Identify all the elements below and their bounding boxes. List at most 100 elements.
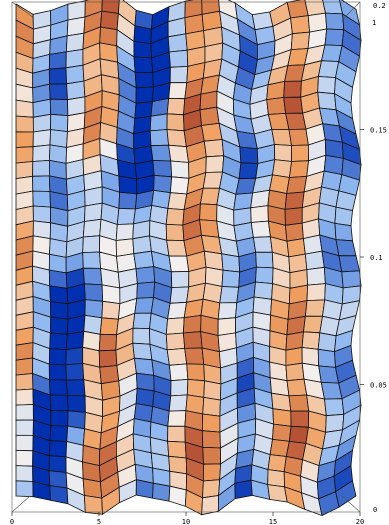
- surface-cell: [49, 129, 68, 148]
- surface-cell: [284, 191, 305, 210]
- surface-cell: [186, 378, 205, 398]
- surface-cell: [84, 299, 104, 319]
- surface-cell: [66, 80, 86, 101]
- surface-cell: [152, 160, 173, 178]
- surface-cell: [272, 159, 293, 178]
- surface-cell: [166, 113, 185, 132]
- surface-cell: [255, 251, 274, 269]
- surface-cell: [168, 363, 189, 382]
- x-tick-label: 0: [10, 518, 14, 525]
- surface-cell: [324, 28, 345, 47]
- surface-cell: [266, 80, 286, 101]
- surface-cell: [152, 482, 171, 502]
- surface-cell: [203, 380, 222, 401]
- surface-cell: [49, 425, 69, 442]
- surface-cell: [15, 480, 34, 498]
- surface-cell: [202, 446, 222, 465]
- surface-cell: [48, 470, 68, 489]
- surface-cell: [65, 362, 85, 381]
- surface-cell: [49, 98, 69, 117]
- surface-cell: [271, 128, 292, 146]
- surface-cell: [32, 129, 52, 148]
- surface-cell: [183, 298, 204, 319]
- surface-cell: [201, 430, 221, 449]
- surface-cell: [290, 31, 311, 51]
- surface-cell: [84, 186, 103, 207]
- surface-cell: [165, 208, 185, 226]
- surface-cell: [149, 129, 170, 147]
- surface-cell: [132, 327, 151, 345]
- surface-cell: [272, 408, 292, 427]
- surface-cell: [49, 485, 69, 505]
- surface-cell: [82, 235, 101, 254]
- surface-cell: [199, 203, 218, 222]
- surface-cell: [48, 363, 67, 381]
- surface-cell: [168, 82, 188, 100]
- surface-cell: [15, 326, 34, 346]
- surface-cell: [135, 86, 154, 104]
- surface-cell: [67, 410, 86, 430]
- surface-cell: [267, 454, 287, 473]
- surface-cell: [170, 378, 189, 397]
- surface-cell: [32, 144, 51, 162]
- surface-cell: [133, 40, 153, 59]
- surface-cell: [32, 159, 50, 177]
- surface-cell: [149, 113, 168, 132]
- surface-cell: [48, 440, 68, 458]
- surface-cell: [285, 362, 305, 382]
- surface-cell: [283, 80, 302, 98]
- surface-cell: [49, 285, 69, 305]
- surface-cell: [48, 379, 68, 396]
- y-tick-label: 0.1: [370, 254, 383, 262]
- surface-cell: [253, 281, 274, 300]
- surface-cell: [286, 378, 308, 397]
- surface-cell: [118, 175, 138, 195]
- surface-cell: [132, 312, 152, 330]
- surface-cell: [49, 301, 69, 320]
- surface-cell: [165, 332, 186, 351]
- surface-cell: [217, 317, 237, 336]
- surface-cell: [32, 205, 52, 224]
- surface-cell: [165, 317, 185, 335]
- surface-cell: [167, 301, 188, 320]
- surface-cell: [234, 479, 253, 500]
- surface-cell: [335, 480, 357, 508]
- surface-cell: [338, 255, 360, 273]
- surface-cell: [334, 206, 353, 227]
- surface-cell: [134, 71, 154, 89]
- surface-cell: [166, 97, 186, 116]
- surface-cell: [65, 32, 85, 53]
- surface-cell: [166, 129, 187, 148]
- surface-cell: [288, 128, 309, 146]
- surface-cell: [66, 379, 86, 397]
- surface-cell: [48, 253, 67, 274]
- surface-cell: [15, 357, 34, 376]
- surface-cell: [98, 333, 118, 352]
- surface-cell: [135, 479, 154, 499]
- surface-cell: [133, 250, 155, 270]
- surface-cell: [221, 253, 241, 273]
- surface-cell: [205, 155, 225, 173]
- y-axis: 0.05 0.1 0.15: [360, 127, 387, 390]
- surface-cell: [84, 283, 104, 302]
- surface-cell: [170, 271, 190, 289]
- surface-cell: [168, 394, 188, 412]
- surface-cell: [290, 410, 310, 428]
- surface-cell: [166, 239, 188, 257]
- surface-cell: [341, 270, 362, 289]
- y-tick-label: 0.05: [370, 382, 387, 390]
- surface-cell: [199, 219, 220, 238]
- surface-cell: [115, 223, 134, 241]
- surface-cell: [317, 348, 336, 368]
- frame-corner-line: [343, 1, 361, 19]
- surface-cell: [301, 331, 321, 350]
- surface-cell: [272, 423, 292, 442]
- surface-cell: [167, 440, 187, 459]
- surface-cell: [304, 299, 326, 317]
- surface-cell: [325, 413, 345, 433]
- surface-cell: [304, 250, 325, 271]
- surface-cell: [250, 220, 271, 238]
- surface-cell: [202, 396, 221, 417]
- surface-cell: [150, 144, 172, 162]
